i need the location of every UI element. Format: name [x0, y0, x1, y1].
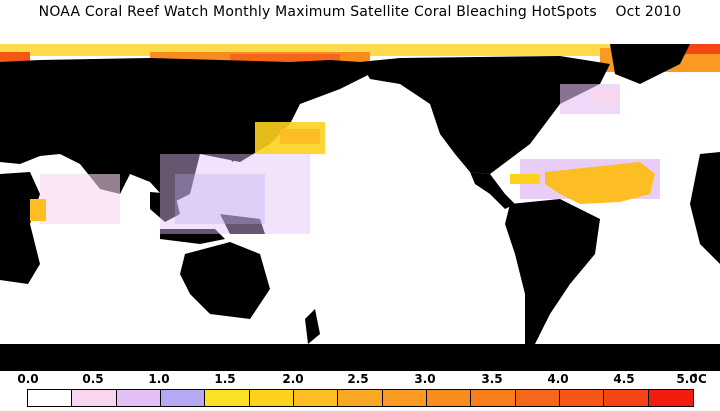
south-america	[505, 199, 600, 344]
australia	[180, 242, 270, 319]
indian-ocean-hotspots	[30, 174, 120, 224]
legend-tick: 0.5	[82, 372, 104, 386]
legend-tick-labels: 0.0 0.5 1.0 1.5 2.0 2.5 3.0 3.5 4.0 4.5 …	[0, 372, 720, 388]
central-america	[470, 172, 515, 209]
caribbean-hotspots	[510, 159, 660, 204]
color-scale-swatch	[471, 390, 516, 406]
indonesia	[160, 229, 225, 244]
color-scale-swatch	[28, 390, 73, 406]
antarctica	[0, 344, 720, 371]
world-hotspot-map	[0, 44, 720, 371]
pacific-hotspots	[160, 122, 325, 234]
color-scale-swatch	[515, 390, 560, 406]
map-title: NOAA Coral Reef Watch Monthly Maximum Sa…	[38, 4, 682, 20]
color-scale-swatch	[249, 390, 294, 406]
africa-west	[690, 152, 720, 264]
color-scale-swatch	[72, 390, 117, 406]
legend-tick: 3.5	[481, 372, 503, 386]
legend-unit: °C	[692, 372, 707, 386]
legend-tick: 5.0	[676, 372, 698, 386]
legend-tick: 2.0	[282, 372, 304, 386]
new-zealand	[305, 309, 320, 344]
eurasia	[0, 58, 370, 204]
color-scale-swatch	[559, 390, 605, 406]
color-scale-swatch	[604, 390, 649, 406]
legend-tick: 1.5	[214, 372, 236, 386]
color-scale-bar	[27, 389, 694, 407]
japan	[228, 136, 245, 162]
legend-tick: 0.0	[17, 372, 39, 386]
color-scale-swatch	[293, 390, 339, 406]
legend-tick: 1.0	[148, 372, 170, 386]
legend-tick: 3.0	[414, 372, 436, 386]
color-scale-swatch	[160, 390, 206, 406]
north-america	[360, 56, 610, 174]
legend-tick: 4.5	[613, 372, 635, 386]
color-scale-swatch	[205, 390, 250, 406]
new-guinea	[220, 214, 265, 234]
color-scale-swatch	[648, 390, 693, 406]
greenland	[610, 44, 690, 84]
color-scale-swatch	[338, 390, 383, 406]
legend-tick: 2.5	[347, 372, 369, 386]
north-atlantic-hotspots	[560, 84, 620, 114]
legend-tick: 4.0	[547, 372, 569, 386]
color-scale-swatch	[116, 390, 161, 406]
color-scale-swatch	[382, 390, 427, 406]
indochina	[150, 192, 180, 222]
color-scale-swatch	[426, 390, 472, 406]
